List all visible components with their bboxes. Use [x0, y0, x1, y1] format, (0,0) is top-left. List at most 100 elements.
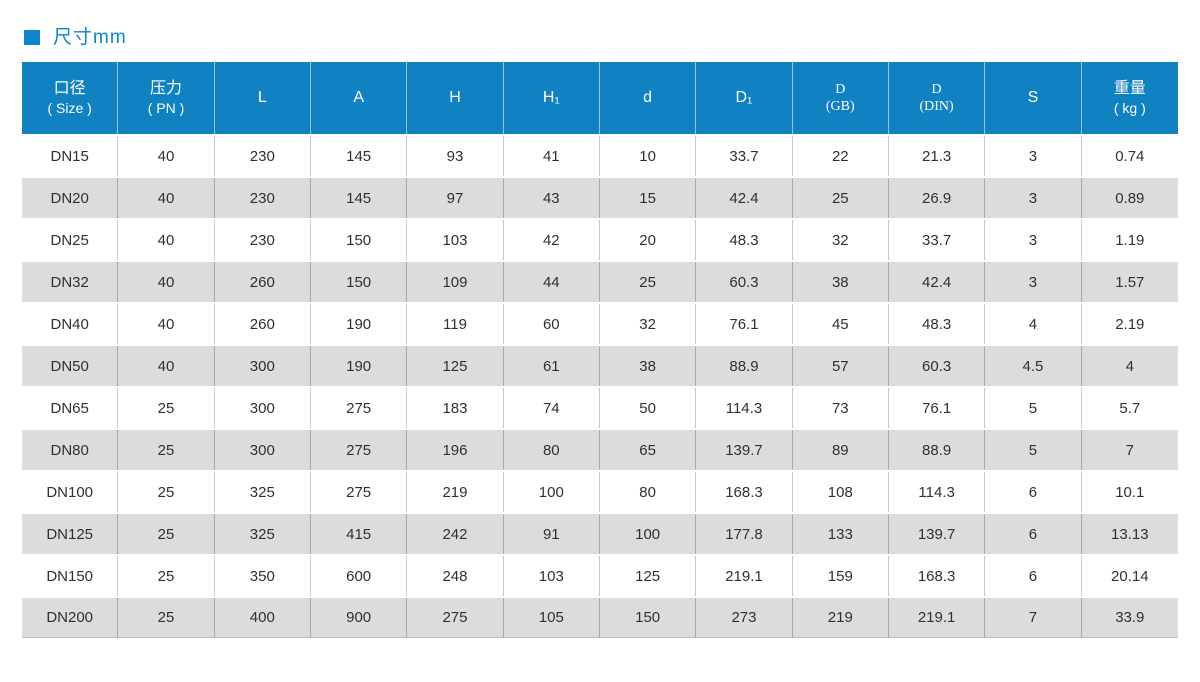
col-header-d-gb: D (GB) — [792, 62, 889, 134]
table-cell: 230 — [214, 220, 311, 260]
table-cell: 93 — [407, 136, 504, 176]
table-body: DN15 40 230 145 93 41 10 33.7 22 21.3 3 0.74 DN20 40 2… — [22, 136, 1178, 638]
table-cell: 5 — [985, 430, 1082, 470]
table-cell: 21.3 — [888, 136, 986, 176]
table-cell: 10.1 — [1081, 472, 1178, 512]
table-cell: DN15 — [22, 136, 119, 176]
table-cell: 65 — [599, 430, 697, 470]
table-cell: 100 — [599, 514, 697, 554]
table-header-row: 口径 ( Size ) 压力 ( PN ) L A H H₁ — [22, 62, 1178, 134]
table-cell: 119 — [407, 304, 504, 344]
table-cell: 20.14 — [1081, 556, 1178, 596]
table-cell: DN80 — [22, 430, 119, 470]
table-cell: 7 — [985, 598, 1082, 638]
table-cell: 0.74 — [1081, 136, 1178, 176]
table-header: 口径 ( Size ) 压力 ( PN ) L A H H₁ — [22, 62, 1178, 134]
table-cell: 3 — [985, 178, 1082, 218]
table-cell: 80 — [503, 430, 600, 470]
table-cell: 6 — [985, 556, 1082, 596]
table-cell: 42 — [503, 220, 600, 260]
table-cell: DN125 — [22, 514, 119, 554]
table-cell: 900 — [310, 598, 408, 638]
col-header-a: A — [310, 62, 408, 134]
table-cell: 10 — [599, 136, 697, 176]
table-row: DN125 25 325 415 242 91 100 177.8 133 139.7 6 13.13 — [22, 514, 1178, 554]
table-cell: 22 — [792, 136, 889, 176]
table-cell: 260 — [214, 262, 311, 302]
col-header-size: 口径 ( Size ) — [22, 62, 119, 134]
table-cell: DN50 — [22, 346, 119, 386]
table-cell: 159 — [792, 556, 889, 596]
page-title: 尺寸mm — [53, 27, 127, 48]
table-cell: 248 — [407, 556, 504, 596]
table-cell: 91 — [503, 514, 600, 554]
table-cell: 275 — [310, 388, 408, 428]
table-cell: 190 — [310, 304, 408, 344]
table-cell: 600 — [310, 556, 408, 596]
table-cell: 1.57 — [1081, 262, 1178, 302]
section-title-row: 尺寸mm — [22, 28, 1178, 47]
col-header-weight: 重量 ( kg ) — [1081, 62, 1178, 134]
col-header-d1: D₁ — [696, 62, 793, 134]
table-cell: DN20 — [22, 178, 119, 218]
table-cell: 50 — [599, 388, 697, 428]
table-cell: 74 — [503, 388, 600, 428]
table-cell: 177.8 — [696, 514, 793, 554]
table-cell: 4 — [1081, 346, 1178, 386]
table-cell: 25 — [792, 178, 889, 218]
table-cell: 32 — [792, 220, 889, 260]
table-cell: 145 — [310, 136, 408, 176]
table-cell: 33.7 — [696, 136, 793, 176]
table-cell: 20 — [599, 220, 697, 260]
table-cell: 260 — [214, 304, 311, 344]
table-cell: 145 — [310, 178, 408, 218]
table-cell: 25 — [118, 598, 215, 638]
table-cell: 3 — [985, 220, 1082, 260]
col-header-h1: H₁ — [503, 62, 600, 134]
table-cell: 300 — [214, 346, 311, 386]
table-row: DN80 25 300 275 196 80 65 139.7 89 88.9 5 7 — [22, 430, 1178, 470]
table-cell: 43 — [503, 178, 600, 218]
table-cell: 61 — [503, 346, 600, 386]
table-cell: 2.19 — [1081, 304, 1178, 344]
table-cell: DN32 — [22, 262, 119, 302]
col-header-l: L — [214, 62, 311, 134]
table-cell: 400 — [214, 598, 311, 638]
table-cell: 3 — [985, 262, 1082, 302]
table-row: DN150 25 350 600 248 103 125 219.1 159 168.3 6 20.1… — [22, 556, 1178, 596]
table-cell: 109 — [407, 262, 504, 302]
table-cell: DN25 — [22, 220, 119, 260]
col-header-s: S — [985, 62, 1082, 134]
table-cell: 41 — [503, 136, 600, 176]
table-row: DN32 40 260 150 109 44 25 60.3 38 42.4 3 1.57 — [22, 262, 1178, 302]
table-cell: DN150 — [22, 556, 119, 596]
table-cell: 150 — [310, 262, 408, 302]
table-row: DN100 25 325 275 219 100 80 168.3 108 114.3 6 10.1 — [22, 472, 1178, 512]
table-cell: 108 — [792, 472, 889, 512]
table-cell: 25 — [599, 262, 697, 302]
table-cell: 219.1 — [696, 556, 793, 596]
table-cell: 168.3 — [888, 556, 986, 596]
table-cell: 6 — [985, 472, 1082, 512]
table-cell: 48.3 — [888, 304, 986, 344]
title-bullet-square-icon — [24, 30, 40, 45]
table-row: DN25 40 230 150 103 42 20 48.3 32 33.7 3 1.19 — [22, 220, 1178, 260]
table-cell: 7 — [1081, 430, 1178, 470]
table-cell: 38 — [792, 262, 889, 302]
table-cell: 33.7 — [888, 220, 986, 260]
table-cell: 103 — [503, 556, 600, 596]
table-cell: 219 — [407, 472, 504, 512]
table-cell: 150 — [310, 220, 408, 260]
table-cell: 42.4 — [888, 262, 986, 302]
table-cell: 103 — [407, 220, 504, 260]
table-cell: DN40 — [22, 304, 119, 344]
table-cell: 40 — [118, 346, 215, 386]
table-cell: 125 — [599, 556, 697, 596]
table-cell: 230 — [214, 136, 311, 176]
table-cell: 114.3 — [888, 472, 986, 512]
table-cell: 5.7 — [1081, 388, 1178, 428]
table-cell: 105 — [503, 598, 600, 638]
table-cell: 3 — [985, 136, 1082, 176]
col-header-d-din: D (DIN) — [888, 62, 986, 134]
